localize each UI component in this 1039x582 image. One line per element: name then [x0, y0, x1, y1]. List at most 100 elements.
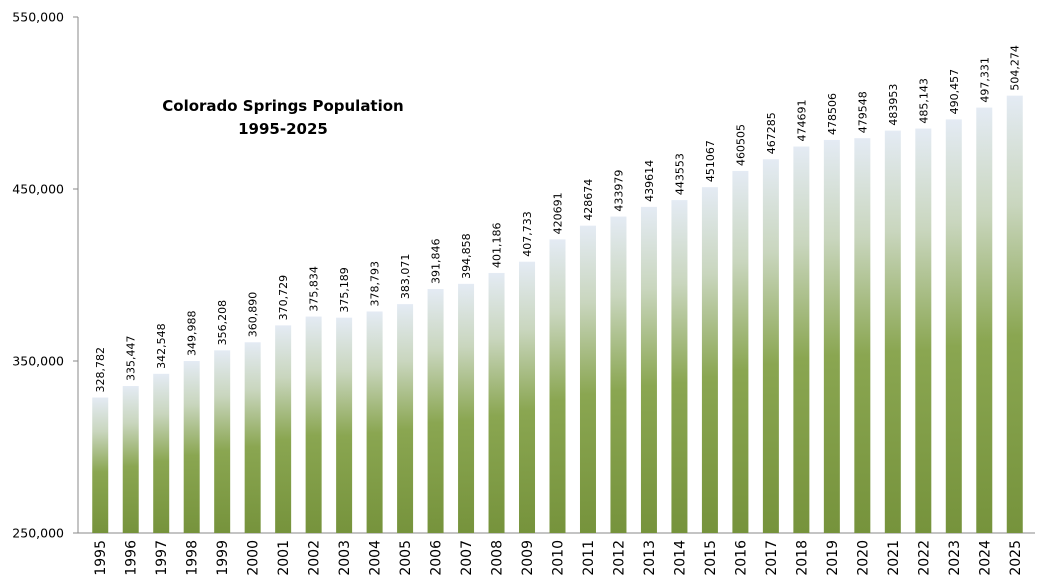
bar	[488, 272, 505, 533]
value-label: 407,733	[521, 211, 534, 257]
bar	[92, 397, 109, 533]
value-label: 479548	[856, 91, 869, 133]
value-label: 420691	[552, 192, 565, 234]
value-label: 474691	[795, 100, 808, 142]
x-tick-label: 1998	[185, 540, 201, 576]
bar	[732, 170, 749, 533]
value-label: 401,186	[491, 222, 504, 267]
x-tick-label: 2011	[581, 540, 597, 576]
chart-title: Colorado Springs Population	[162, 97, 403, 115]
value-label: 439614	[643, 160, 656, 202]
value-label: 360,890	[247, 292, 260, 338]
x-tick-label: 2005	[398, 540, 414, 576]
bar	[397, 304, 414, 533]
y-tick-label: 350,000	[12, 354, 64, 369]
chart-subtitle: 1995-2025	[238, 120, 328, 138]
x-tick-label: 2013	[642, 540, 658, 576]
value-label: 451067	[704, 140, 717, 182]
bar	[945, 119, 962, 533]
bar	[823, 139, 840, 534]
x-tick-label: 2024	[977, 540, 993, 576]
y-tick-label: 250,000	[12, 526, 64, 541]
x-tick-label: 1996	[124, 540, 140, 576]
x-tick-label: 2001	[276, 540, 292, 576]
bar	[275, 325, 292, 533]
bar	[762, 159, 779, 533]
x-tick-label: 2009	[520, 540, 536, 576]
bar	[244, 342, 261, 533]
bar	[884, 130, 901, 534]
x-tick-label: 2019	[825, 540, 841, 576]
value-label: 433979	[612, 170, 625, 212]
x-tick-label: 1997	[154, 540, 170, 576]
value-label: 356,208	[216, 300, 229, 346]
value-label: 383,071	[399, 254, 412, 300]
value-label: 483953	[887, 84, 900, 126]
x-tick-label: 2003	[337, 540, 353, 576]
value-label: 370,729	[277, 275, 290, 321]
value-label: 504,274	[1009, 45, 1022, 91]
x-tick-label: 2021	[886, 540, 902, 576]
bar	[793, 146, 810, 533]
x-tick-label: 2022	[916, 540, 932, 576]
x-tick-label: 2010	[551, 540, 567, 576]
value-label: 497,331	[978, 57, 991, 103]
bar	[976, 107, 993, 533]
value-label: 349,988	[186, 311, 199, 357]
bar	[427, 289, 444, 533]
x-tick-label: 2016	[733, 540, 749, 576]
x-tick-label: 2023	[947, 540, 963, 576]
value-label: 428674	[582, 179, 595, 221]
value-label: 460505	[734, 124, 747, 166]
x-tick-label: 2008	[490, 540, 506, 576]
bar	[610, 216, 627, 533]
x-tick-label: 2017	[764, 540, 780, 576]
bar	[122, 386, 139, 533]
x-tick-label: 2018	[794, 540, 810, 576]
x-tick-label: 2025	[1008, 540, 1024, 576]
x-tick-label: 1995	[93, 540, 109, 576]
value-label: 335,447	[125, 336, 138, 382]
y-tick-label: 450,000	[12, 182, 64, 197]
bar	[579, 225, 596, 533]
bar	[336, 317, 353, 533]
bar	[214, 350, 231, 533]
value-label: 375,834	[308, 266, 321, 312]
value-label: 375,189	[338, 267, 351, 313]
x-tick-label: 1999	[215, 540, 231, 576]
bar	[1006, 95, 1023, 534]
x-tick-label: 2002	[307, 540, 323, 576]
x-tick-label: 2015	[703, 540, 719, 576]
x-tick-label: 2000	[246, 540, 262, 576]
bar	[671, 200, 688, 533]
bar	[153, 373, 170, 533]
x-tick-label: 2020	[855, 540, 871, 576]
x-tick-label: 2006	[429, 540, 445, 576]
bar	[854, 138, 871, 534]
bar	[305, 316, 322, 533]
value-label: 342,548	[155, 323, 168, 369]
bar	[915, 128, 932, 533]
bar	[366, 311, 383, 533]
bar	[519, 261, 536, 533]
bar	[640, 206, 657, 533]
bar	[183, 361, 200, 533]
x-tick-label: 2007	[459, 540, 475, 576]
y-tick-label: 550,000	[12, 10, 64, 25]
value-label: 394,858	[460, 233, 473, 279]
value-label: 485,143	[917, 78, 930, 124]
value-label: 478506	[826, 93, 839, 135]
x-tick-label: 2004	[368, 540, 384, 576]
value-label: 391,846	[430, 239, 443, 285]
x-tick-label: 2012	[611, 540, 627, 576]
value-label: 490,457	[948, 69, 961, 115]
bar	[549, 239, 566, 533]
x-tick-label: 2014	[672, 540, 688, 576]
value-label: 328,782	[94, 347, 107, 393]
value-label: 378,793	[369, 261, 382, 307]
bar	[701, 187, 718, 533]
value-label: 443553	[673, 153, 686, 195]
value-label: 467285	[765, 112, 778, 154]
